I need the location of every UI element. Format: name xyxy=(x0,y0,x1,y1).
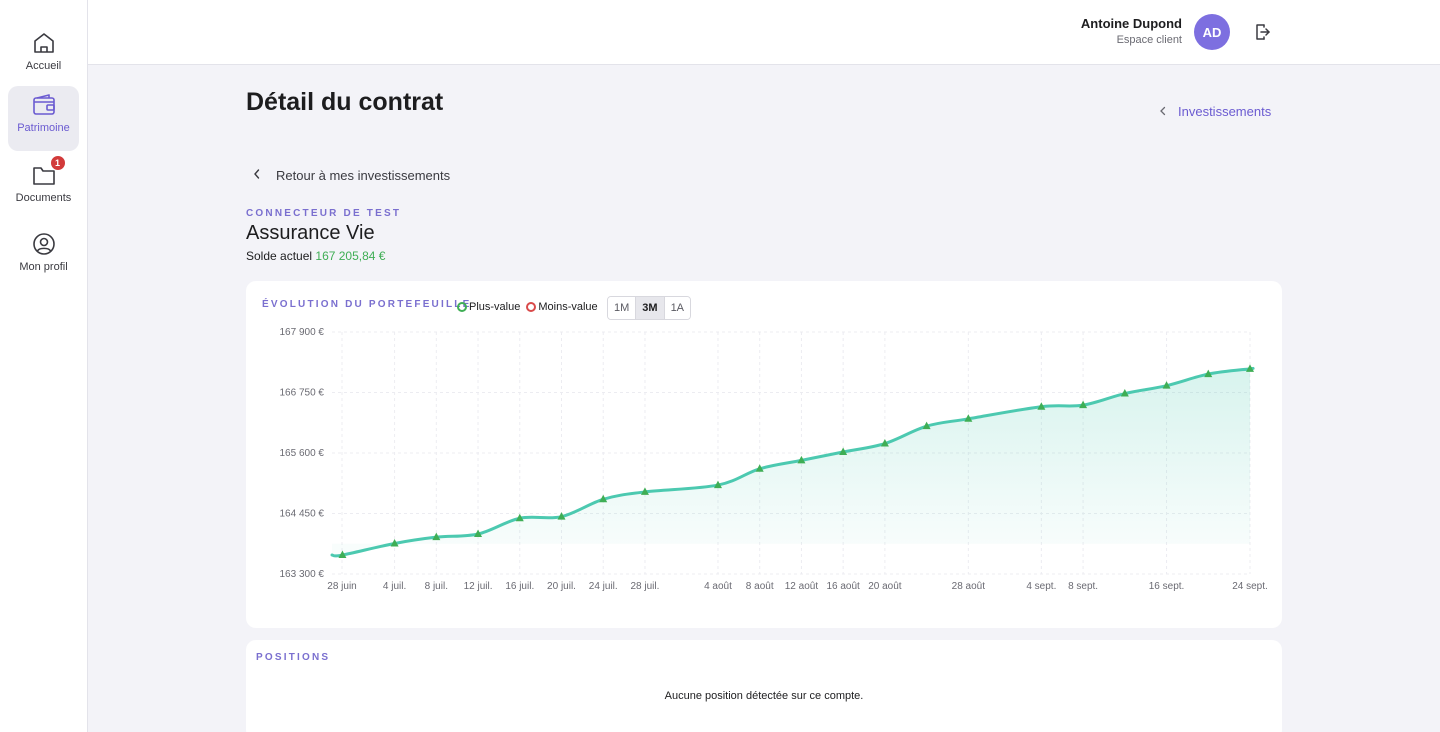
data-point xyxy=(713,480,722,489)
legend-dot xyxy=(457,302,467,312)
x-tick-label: 28 juin xyxy=(327,581,356,592)
user-name: Antoine Dupond xyxy=(1080,16,1182,31)
x-tick-label: 12 août xyxy=(785,581,819,592)
data-point xyxy=(640,487,649,495)
data-point xyxy=(1162,381,1171,389)
x-tick-label: 4 août xyxy=(704,581,732,592)
section-title: POSITIONS xyxy=(256,652,331,663)
y-tick-label: 166 750 € xyxy=(280,388,325,399)
y-tick-label: 167 900 € xyxy=(280,327,325,338)
data-point xyxy=(599,494,608,503)
x-tick-label: 16 sept. xyxy=(1149,581,1185,592)
sidebar-item-patrimoine[interactable]: Patrimoine xyxy=(8,86,79,151)
wallet-icon xyxy=(31,92,57,118)
sidebar-item-label: Patrimoine xyxy=(17,122,70,134)
sidebar-item-accueil[interactable]: Accueil xyxy=(8,24,79,89)
data-point xyxy=(390,538,399,547)
legend-item-plus-value[interactable]: Plus-value xyxy=(457,301,520,313)
x-tick-label: 20 août xyxy=(868,581,902,592)
x-tick-label: 28 août xyxy=(952,581,986,592)
sidebar-item-documents[interactable]: 1 Documents xyxy=(8,155,79,221)
balance-value: 167 205,84 € xyxy=(315,249,386,263)
chevron-left-icon xyxy=(1158,104,1168,119)
y-tick-label: 165 600 € xyxy=(280,448,325,459)
x-tick-label: 4 juil. xyxy=(383,581,406,592)
data-point xyxy=(839,447,848,455)
sidebar-item-label: Accueil xyxy=(25,60,62,72)
balance: Solde actuel 167 205,84 € xyxy=(246,249,385,263)
balance-label: Solde actuel xyxy=(246,249,313,263)
connector-label: CONNECTEUR DE TEST xyxy=(246,208,402,219)
x-tick-label: 8 sept. xyxy=(1068,581,1098,592)
x-tick-label: 24 sept. xyxy=(1232,581,1268,592)
folder-icon: 1 xyxy=(31,155,66,188)
legend-label: Moins-value xyxy=(538,301,598,313)
range-button-1a[interactable]: 1A xyxy=(664,297,691,319)
x-tick-label: 4 sept. xyxy=(1026,581,1056,592)
legend-dot xyxy=(526,302,537,312)
back-link[interactable]: Retour à mes investissements xyxy=(252,168,450,183)
sidebar-item-label: Mon profil xyxy=(19,261,68,273)
x-tick-label: 28 juil. xyxy=(631,581,660,592)
sidebar-item-mon-profil[interactable]: Mon profil xyxy=(8,225,79,290)
range-button-3m[interactable]: 3M xyxy=(636,297,665,319)
data-point xyxy=(922,421,931,430)
data-point xyxy=(515,513,524,522)
y-tick-label: 163 300 € xyxy=(280,569,325,580)
legend-item-moins-value[interactable]: Moins-value xyxy=(526,301,598,313)
portfolio-card: ÉVOLUTION DU PORTEFEUILLE Plus-value Moi… xyxy=(246,281,1282,628)
empty-message: Aucune position détectée sur ce compte. xyxy=(664,690,864,702)
data-point xyxy=(1204,369,1213,378)
contract-name: Assurance Vie xyxy=(246,222,375,244)
data-point xyxy=(1079,400,1088,409)
avatar[interactable]: AD xyxy=(1194,14,1230,50)
portfolio-chart: 167 900 € 166 750 € 165 600 € 164 450 € 163 … xyxy=(280,327,1268,592)
back-link-label[interactable]: Retour à mes investissements xyxy=(276,168,451,183)
user-circle-icon xyxy=(31,231,57,257)
data-point xyxy=(964,414,973,422)
x-tick-label: 8 août xyxy=(746,581,774,592)
page-title: Détail du contrat xyxy=(246,88,444,116)
positions-card: POSITIONS Aucune position détectée sur c… xyxy=(246,640,1282,732)
x-tick-label: 20 juil. xyxy=(547,581,576,592)
data-point xyxy=(474,529,483,538)
sidebar-item-label: Documents xyxy=(15,192,72,204)
chart-legend: Plus-value Moins-value xyxy=(457,301,598,313)
x-tick-label: 8 juil. xyxy=(425,581,448,592)
data-point xyxy=(1246,364,1254,372)
data-point xyxy=(755,464,764,472)
user-role: Espace client xyxy=(1116,34,1182,46)
data-point xyxy=(432,532,441,541)
home-icon xyxy=(31,30,57,56)
data-point xyxy=(1037,402,1046,410)
breadcrumb[interactable]: Investissements xyxy=(1158,104,1271,119)
x-tick-label: 24 juil. xyxy=(589,581,618,592)
x-tick-label: 16 juil. xyxy=(505,581,534,592)
top-bar: Antoine Dupond Espace client AD xyxy=(88,0,1440,65)
chevron-left-icon xyxy=(252,168,262,183)
notification-badge: 1 xyxy=(49,155,66,171)
x-tick-label: 12 juil. xyxy=(464,581,493,592)
data-point xyxy=(880,439,889,447)
legend-label: Plus-value xyxy=(469,301,521,313)
y-tick-label: 164 450 € xyxy=(280,509,325,520)
range-selector: 1M 3M 1A xyxy=(607,296,692,320)
data-point xyxy=(338,550,347,559)
data-point xyxy=(557,512,566,520)
data-point xyxy=(797,455,806,464)
breadcrumb-link[interactable]: Investissements xyxy=(1178,104,1272,119)
range-button-1m[interactable]: 1M xyxy=(608,297,637,319)
sidebar: Accueil Patrimoine 1 Documents Mon profi… xyxy=(0,0,88,732)
x-tick-label: 16 août xyxy=(826,581,860,592)
section-title: ÉVOLUTION DU PORTEFEUILLE xyxy=(262,299,472,310)
logout-icon[interactable] xyxy=(1252,22,1272,42)
data-point xyxy=(1120,389,1129,397)
